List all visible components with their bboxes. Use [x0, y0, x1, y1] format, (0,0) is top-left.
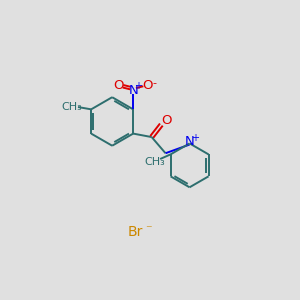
Text: O: O	[114, 79, 124, 92]
Text: -: -	[152, 79, 156, 88]
Text: O: O	[142, 79, 153, 92]
Text: Br: Br	[128, 225, 143, 239]
Text: O: O	[161, 114, 172, 127]
Text: N: N	[128, 84, 138, 97]
Text: CH₃: CH₃	[61, 102, 82, 112]
Text: ⁻: ⁻	[145, 223, 151, 236]
Text: N: N	[185, 135, 194, 148]
Text: CH₃: CH₃	[144, 158, 165, 167]
Text: +: +	[134, 81, 142, 91]
Text: +: +	[190, 133, 199, 142]
